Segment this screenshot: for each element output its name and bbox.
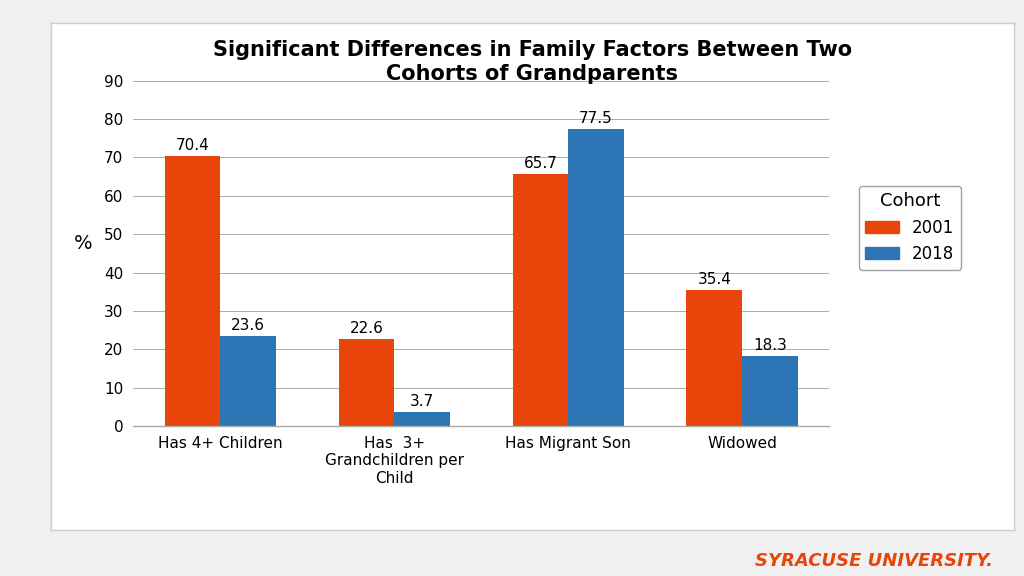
Text: 65.7: 65.7 [523,156,557,171]
Text: 18.3: 18.3 [753,338,786,353]
Bar [513,174,568,426]
Bar [394,412,450,426]
Y-axis label: %: % [74,234,92,253]
Text: 22.6: 22.6 [349,321,383,336]
Text: 70.4: 70.4 [176,138,210,153]
Text: 35.4: 35.4 [697,272,731,287]
Bar [220,336,276,426]
Text: 23.6: 23.6 [231,317,265,332]
Bar [165,156,220,426]
Text: Significant Differences in Family Factors Between Two
Cohorts of Grandparents: Significant Differences in Family Factor… [213,40,852,84]
Text: 77.5: 77.5 [580,111,613,126]
Bar [686,290,742,426]
Bar [568,128,624,426]
Text: 3.7: 3.7 [410,394,434,409]
Bar [742,356,798,426]
Text: SYRACUSE UNIVERSITY.: SYRACUSE UNIVERSITY. [756,552,993,570]
Legend: 2001, 2018: 2001, 2018 [859,185,961,270]
Bar [339,339,394,426]
